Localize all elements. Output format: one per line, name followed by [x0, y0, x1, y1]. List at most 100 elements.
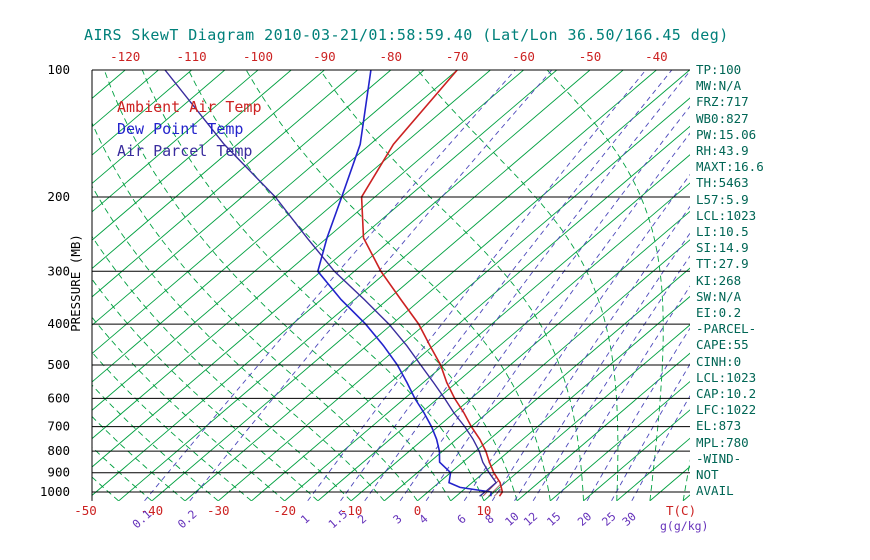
isotherm-line	[516, 352, 690, 501]
moist-adiabat-line	[92, 351, 252, 501]
moist-adiabat-line	[187, 70, 518, 501]
moist-adiabat-lines	[0, 70, 690, 501]
isotherm-line	[92, 70, 524, 440]
moist-adiabat-line	[0, 70, 52, 501]
isotherm-line	[92, 70, 126, 99]
moist-adiabat-line	[92, 278, 319, 501]
stats-line: CAPE:55	[696, 337, 749, 353]
bottom-temp-label: -10	[340, 503, 363, 518]
parcel-curve	[164, 70, 498, 497]
pressure-axis-title: PRESSURE (MB)	[68, 234, 83, 332]
mixing-ratio-line	[144, 70, 516, 501]
stats-line: SI:14.9	[696, 240, 749, 256]
pressure-tick-label: 500	[47, 357, 70, 372]
isotherm-line	[92, 70, 425, 355]
isotherm-line	[317, 182, 690, 501]
stats-line: -PARCEL-	[696, 321, 757, 337]
moist-adiabat-line	[417, 70, 619, 501]
isotherm-line	[251, 125, 690, 501]
stats-line: LCL:1023	[696, 369, 757, 385]
isotherm-line	[0, 70, 59, 501]
isotherm-line	[92, 70, 392, 326]
moist-adiabat-line	[92, 446, 153, 501]
stats-line: LFC:1022	[696, 402, 757, 418]
moist-adiabat-line	[92, 121, 418, 501]
stats-line: -WIND-	[696, 450, 742, 466]
bottom-temp-label: -20	[273, 503, 296, 518]
isotherm-lines	[0, 70, 690, 501]
isotherm-line	[118, 70, 624, 501]
mixing-ratio-line	[556, 285, 690, 501]
pressure-tick-label: 700	[47, 419, 70, 434]
mixing-ratio-lines	[144, 70, 690, 501]
moist-adiabat-line	[92, 235, 352, 501]
top-temp-label: -50	[579, 49, 602, 64]
isotherm-line	[92, 70, 325, 270]
pressure-tick-label: 200	[47, 189, 70, 204]
isotherm-line	[92, 70, 259, 213]
isotherm-line	[583, 409, 690, 501]
pressure-tick-label: 300	[47, 263, 70, 278]
top-temp-label: -60	[512, 49, 535, 64]
mixing-ratio-label: 6	[454, 511, 469, 526]
isotherm-line	[92, 70, 491, 411]
isotherm-line	[92, 70, 591, 496]
isotherm-line	[92, 70, 192, 156]
isotherm-line	[92, 70, 226, 185]
ambient-temp-curve	[360, 70, 504, 497]
stats-line: AVAIL	[696, 483, 734, 499]
isotherm-line	[151, 70, 657, 501]
pressure-tick-label: 600	[47, 390, 70, 405]
bottom-temp-label: -30	[207, 503, 230, 518]
pressure-tick-label: 1000	[40, 484, 70, 499]
moist-adiabat-line	[141, 70, 485, 501]
moist-adiabat-line	[0, 70, 19, 501]
stats-line: MAXT:16.6	[696, 159, 764, 175]
mixing-ratio-label: 20	[575, 509, 595, 529]
legend: Ambient Air Temp Dew Point Temp Air Parc…	[117, 96, 262, 162]
isotherm-line	[92, 70, 458, 383]
moist-adiabat-line	[682, 459, 690, 501]
mixing-ratio-line	[425, 132, 690, 501]
isotherm-line	[92, 70, 358, 298]
mixing-ratio-label: 12	[521, 509, 541, 529]
stats-line: RH:43.9	[696, 143, 749, 159]
bottom-temp-axis: -50 -40 -30 -20 -10 0 10	[74, 503, 491, 518]
stats-line: MW:N/A	[696, 78, 742, 94]
stats-line: FRZ:717	[696, 94, 749, 110]
stats-line: NOT	[696, 467, 719, 483]
mixing-ratio-label: 3	[390, 511, 405, 526]
mixing-ratio-label: 15	[544, 509, 564, 529]
pressure-tick-label: 400	[47, 316, 70, 331]
page-title: AIRS SkewT Diagram 2010-03-21/01:58:59.4…	[84, 26, 729, 44]
top-temp-label: -80	[380, 49, 403, 64]
moist-adiabat-line	[103, 70, 452, 501]
bottom-temp-label: 0	[414, 503, 422, 518]
stats-line: WB0:827	[696, 110, 749, 126]
stats-panel: TP:100 MW:N/A FRZ:717 WB0:827 PW:15.06 RH:43.…	[696, 62, 764, 499]
mixing-ratio-line	[532, 255, 690, 501]
legend-ambient-air-temp: Ambient Air Temp	[117, 98, 262, 116]
moist-adiabat-line	[546, 70, 664, 501]
top-temp-label: -100	[243, 49, 273, 64]
top-temp-label: -70	[446, 49, 469, 64]
top-temp-label: -110	[177, 49, 207, 64]
mixing-ratio-line	[340, 70, 673, 501]
top-temp-label: -90	[313, 49, 336, 64]
mixing-ratio-line	[586, 327, 690, 501]
top-temp-axis: -120 -110 -100 -90 -80 -70 -60 -50 -40	[110, 49, 668, 64]
isotherm-line	[550, 380, 690, 501]
bottom-temp-label: -50	[74, 503, 97, 518]
plot-area	[0, 70, 690, 501]
mixing-ratio-label: 10	[502, 509, 522, 529]
isotherm-line	[92, 70, 558, 468]
stats-line: EI:0.2	[696, 305, 742, 321]
isotherm-line	[417, 267, 690, 501]
isotherm-line	[384, 239, 690, 501]
isotherm-line	[184, 70, 690, 501]
stats-line: LCL:1023	[696, 207, 757, 223]
mixing-ratio-line	[399, 105, 690, 501]
